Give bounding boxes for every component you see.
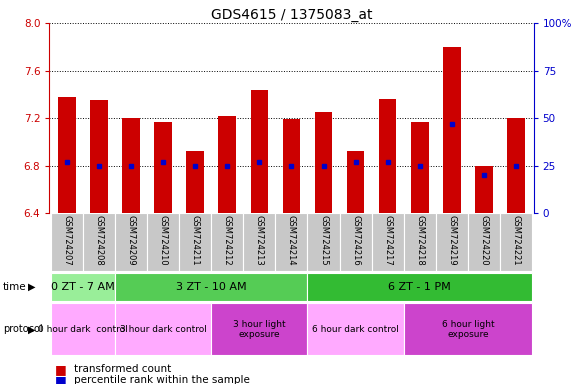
Text: GSM724211: GSM724211 bbox=[191, 215, 200, 265]
Text: ■: ■ bbox=[55, 363, 67, 376]
Text: transformed count: transformed count bbox=[74, 364, 171, 374]
Bar bbox=[443, 47, 461, 213]
Bar bbox=[186, 151, 204, 213]
Text: 6 ZT - 1 PM: 6 ZT - 1 PM bbox=[389, 282, 451, 292]
Text: GSM724213: GSM724213 bbox=[255, 215, 264, 266]
Text: ■: ■ bbox=[55, 374, 67, 384]
Text: percentile rank within the sample: percentile rank within the sample bbox=[74, 375, 249, 384]
Text: time: time bbox=[3, 282, 27, 292]
Bar bbox=[122, 118, 140, 213]
Bar bbox=[115, 213, 147, 271]
Bar bbox=[315, 112, 332, 213]
Text: GSM724209: GSM724209 bbox=[126, 215, 136, 265]
Bar bbox=[411, 122, 429, 213]
Text: ▶: ▶ bbox=[28, 282, 35, 292]
Bar bbox=[219, 116, 236, 213]
Text: 3 hour light
exposure: 3 hour light exposure bbox=[233, 319, 286, 339]
Bar bbox=[404, 303, 532, 355]
Text: GSM724214: GSM724214 bbox=[287, 215, 296, 265]
Bar bbox=[211, 303, 307, 355]
Bar bbox=[307, 303, 404, 355]
Text: GSM724210: GSM724210 bbox=[159, 215, 168, 265]
Text: 0 ZT - 7 AM: 0 ZT - 7 AM bbox=[51, 282, 115, 292]
Text: GSM724217: GSM724217 bbox=[383, 215, 392, 266]
Bar bbox=[90, 100, 108, 213]
Text: GSM724207: GSM724207 bbox=[63, 215, 71, 266]
Text: GSM724219: GSM724219 bbox=[447, 215, 456, 265]
Text: GSM724221: GSM724221 bbox=[512, 215, 520, 265]
Bar bbox=[58, 97, 76, 213]
Text: 6 hour light
exposure: 6 hour light exposure bbox=[441, 319, 494, 339]
Bar bbox=[372, 213, 404, 271]
Bar bbox=[339, 213, 372, 271]
Bar bbox=[347, 151, 364, 213]
Text: ▶: ▶ bbox=[28, 324, 35, 334]
Text: GSM724212: GSM724212 bbox=[223, 215, 232, 265]
Text: GSM724220: GSM724220 bbox=[480, 215, 488, 265]
Bar bbox=[51, 303, 115, 355]
Text: 3 hour dark control: 3 hour dark control bbox=[119, 325, 206, 334]
Bar bbox=[307, 213, 339, 271]
Text: 0 hour dark  control: 0 hour dark control bbox=[38, 325, 128, 334]
Bar bbox=[147, 213, 179, 271]
Bar bbox=[154, 122, 172, 213]
Text: GSM724218: GSM724218 bbox=[415, 215, 424, 266]
Bar bbox=[475, 166, 492, 213]
Bar bbox=[436, 213, 468, 271]
Bar bbox=[51, 273, 115, 301]
Bar bbox=[282, 119, 300, 213]
Bar bbox=[507, 118, 525, 213]
Text: GSM724216: GSM724216 bbox=[351, 215, 360, 266]
Bar bbox=[179, 213, 211, 271]
Text: GSM724215: GSM724215 bbox=[319, 215, 328, 265]
Bar bbox=[115, 303, 211, 355]
Text: 3 ZT - 10 AM: 3 ZT - 10 AM bbox=[176, 282, 246, 292]
Bar bbox=[307, 273, 532, 301]
Bar bbox=[251, 89, 268, 213]
Text: GSM724208: GSM724208 bbox=[95, 215, 103, 266]
Bar bbox=[379, 99, 397, 213]
Bar bbox=[276, 213, 307, 271]
Bar bbox=[83, 213, 115, 271]
Bar bbox=[404, 213, 436, 271]
Title: GDS4615 / 1375083_at: GDS4615 / 1375083_at bbox=[211, 8, 372, 22]
Bar bbox=[468, 213, 500, 271]
Bar bbox=[211, 213, 244, 271]
Text: protocol: protocol bbox=[3, 324, 42, 334]
Bar bbox=[500, 213, 532, 271]
Bar bbox=[244, 213, 276, 271]
Bar bbox=[115, 273, 307, 301]
Bar bbox=[51, 213, 83, 271]
Text: 6 hour dark control: 6 hour dark control bbox=[312, 325, 399, 334]
